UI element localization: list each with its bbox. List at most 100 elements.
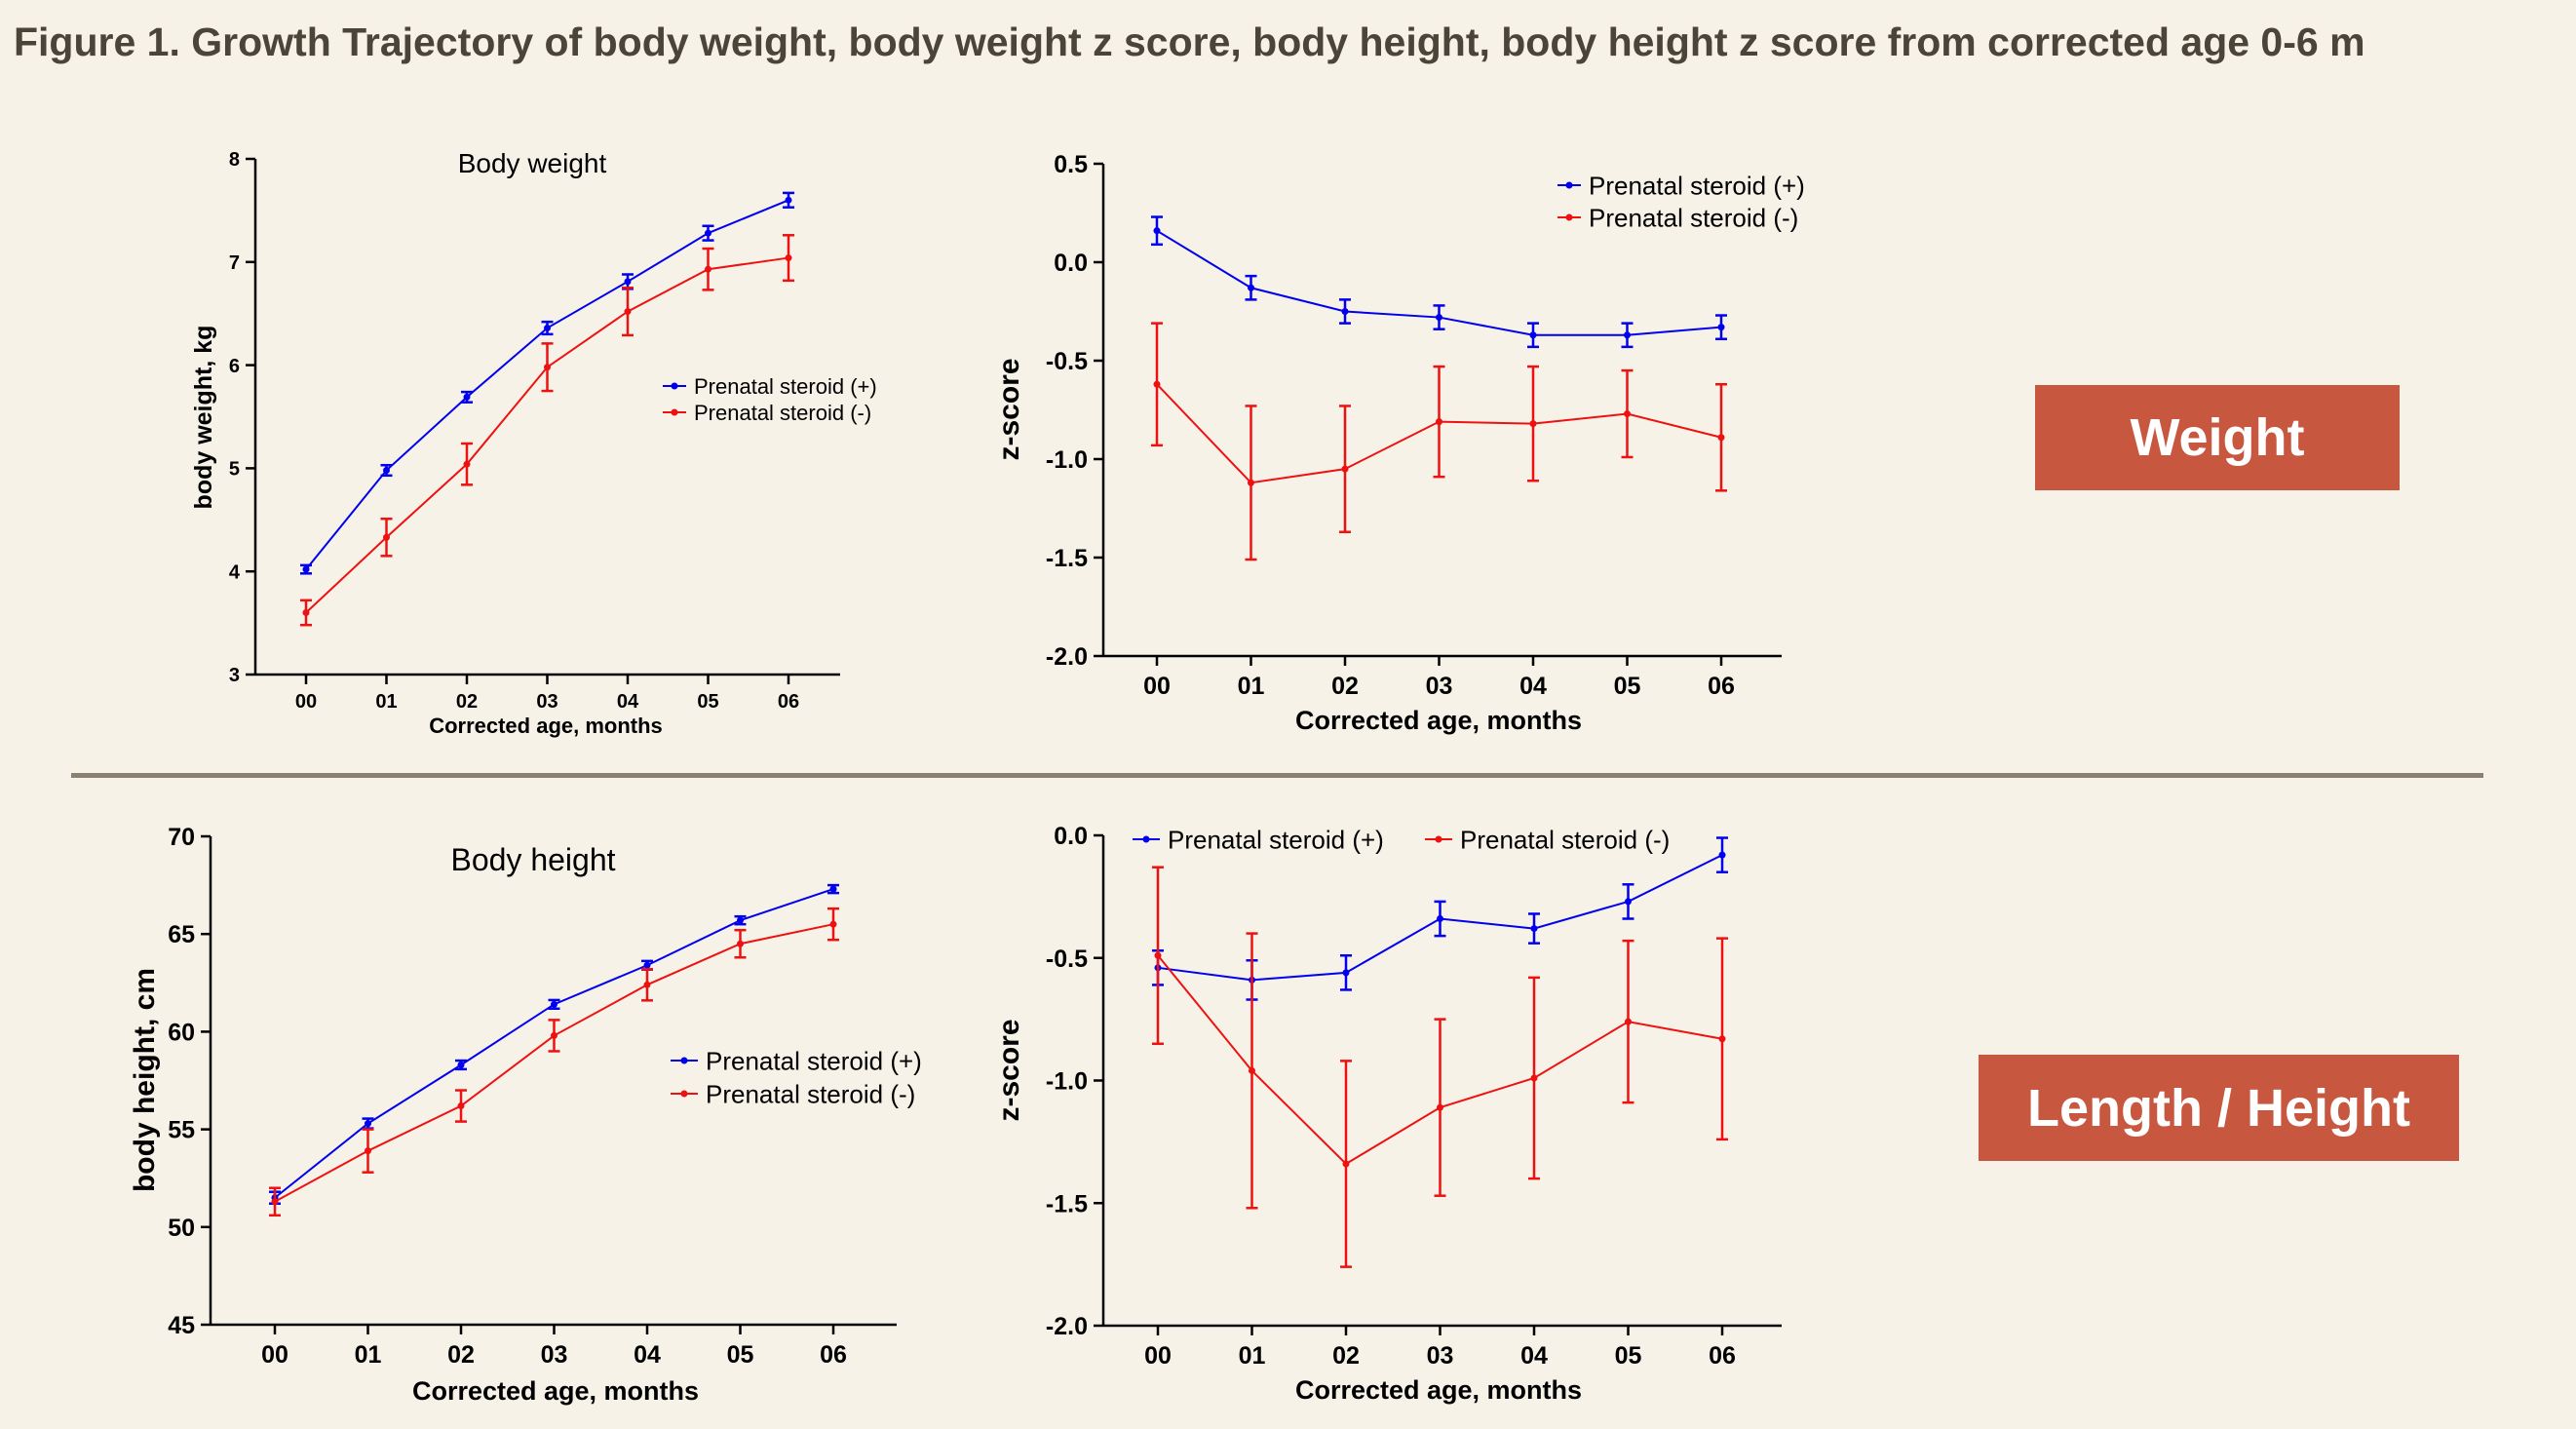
legend-label: Prenatal steroid (-)	[1589, 203, 1798, 232]
height-tag: Length / Height	[1979, 1055, 2459, 1161]
x-tick-label: 04	[1519, 673, 1547, 700]
x-axis-label: Corrected age, months	[412, 1376, 699, 1406]
data-point	[737, 940, 744, 947]
weight-zscore-chart: -2.0 -1.5 -1.0 -0.5 0.0 0.5 00 01 02 03 04 05 06 Corr…	[993, 151, 1805, 735]
x-tick-label: 06	[778, 691, 799, 713]
data-point	[1624, 410, 1631, 418]
legend-marker	[671, 382, 678, 390]
y-tick-label: 6	[229, 356, 240, 377]
y-tick-label: 50	[168, 1215, 195, 1242]
data-point	[383, 467, 390, 475]
x-tick-label: 02	[1331, 673, 1359, 700]
data-point	[1530, 925, 1538, 933]
x-tick-label: 03	[541, 1341, 568, 1369]
data-point	[643, 981, 651, 988]
legend-marker	[680, 1057, 688, 1064]
data-point	[544, 325, 551, 332]
data-point	[1625, 1018, 1632, 1025]
x-tick-label: 02	[456, 691, 478, 713]
data-point	[643, 961, 651, 969]
data-point	[785, 196, 792, 204]
x-tick-label: 02	[1332, 1342, 1360, 1370]
y-tick-label: -1.5	[1046, 545, 1088, 572]
data-point	[1341, 465, 1349, 473]
legend-label: Prenatal steroid (-)	[1460, 825, 1670, 854]
data-point	[365, 1120, 371, 1128]
height-zscore-chart: -2.0 -1.5 -1.0 -0.5 0.0 00 01 02 03 04 05 06 Correct…	[993, 823, 1782, 1405]
y-tick-label: 7	[229, 252, 240, 274]
x-tick-label: 06	[820, 1341, 847, 1369]
x-tick-label: 03	[536, 691, 557, 713]
data-point	[1530, 1074, 1538, 1082]
x-tick-label: 00	[1144, 1342, 1172, 1370]
data-point	[737, 916, 744, 924]
y-tick-label: -0.5	[1046, 348, 1088, 375]
y-axis-label: z-score	[993, 358, 1025, 460]
x-tick-label: 05	[697, 691, 718, 713]
legend-label: Prenatal steroid (+)	[1589, 171, 1805, 200]
x-tick-label: 04	[634, 1341, 661, 1369]
x-tick-label: 03	[1427, 1342, 1454, 1370]
data-point	[1718, 851, 1726, 859]
legend-marker	[1565, 213, 1573, 221]
x-tick-label: 04	[1520, 1342, 1548, 1370]
y-tick-label: 4	[229, 561, 241, 583]
data-point	[1436, 314, 1442, 322]
data-point	[1717, 324, 1725, 331]
y-tick-label: 70	[168, 824, 195, 851]
data-point	[1153, 227, 1161, 235]
legend-label: Prenatal steroid (+)	[1168, 825, 1384, 854]
legend-label: Prenatal steroid (+)	[706, 1046, 922, 1075]
data-point	[302, 609, 310, 617]
legend-label: Prenatal steroid (-)	[706, 1079, 915, 1108]
y-axis-label: z-score	[993, 1019, 1025, 1121]
x-tick-label: 01	[1238, 673, 1265, 700]
body-height-chart: 45 50 55 60 65 70 00 01 02 03 04 05 06 Corrected age,…	[129, 824, 922, 1406]
series-line-1	[305, 256, 789, 614]
x-tick-label: 01	[375, 691, 397, 713]
data-point	[1153, 380, 1161, 388]
data-point	[1625, 898, 1632, 906]
data-point	[1624, 331, 1631, 339]
y-tick-label: 0.0	[1054, 250, 1088, 277]
x-axis-label: Corrected age, months	[1295, 706, 1582, 735]
x-tick-label: 04	[617, 691, 639, 713]
x-tick-label: 00	[295, 691, 317, 713]
legend-marker	[1142, 835, 1150, 843]
chart-title: Body height	[450, 842, 615, 877]
data-point	[1248, 284, 1254, 291]
data-point	[551, 1031, 557, 1039]
legend-marker	[671, 408, 678, 416]
data-point	[1717, 434, 1725, 442]
data-point	[1248, 479, 1254, 486]
data-point	[624, 278, 632, 286]
legend-marker	[680, 1090, 688, 1098]
data-point	[624, 308, 632, 316]
x-tick-label: 03	[1426, 673, 1453, 700]
data-point	[1437, 1103, 1443, 1111]
x-tick-label: 02	[447, 1341, 475, 1369]
x-axis-label: Corrected age, months	[429, 714, 663, 738]
legend-marker	[1435, 835, 1442, 843]
data-point	[271, 1198, 279, 1206]
x-tick-label: 01	[355, 1341, 382, 1369]
legend-label: Prenatal steroid (+)	[694, 374, 877, 399]
y-tick-label: -1.0	[1046, 446, 1088, 474]
y-axis-label: body height, cm	[129, 968, 161, 1192]
data-point	[1436, 418, 1442, 426]
data-point	[1154, 951, 1162, 959]
data-point	[1529, 331, 1537, 339]
x-tick-label: 01	[1239, 1342, 1266, 1370]
data-point	[463, 393, 471, 401]
data-point	[551, 1000, 557, 1008]
y-tick-label: 65	[168, 921, 195, 948]
data-point	[705, 265, 711, 273]
y-tick-label: -1.5	[1046, 1190, 1088, 1217]
x-tick-label: 06	[1709, 1342, 1736, 1370]
data-point	[705, 229, 711, 237]
body-weight-chart: 3 4 5 6 7 8 00 01 02 03 04 05 06 Corrected age, month…	[190, 148, 877, 738]
x-tick-label: 05	[1615, 1342, 1642, 1370]
x-tick-label: 05	[1614, 673, 1641, 700]
y-tick-label: 3	[229, 665, 240, 686]
y-tick-label: -2.0	[1046, 1313, 1088, 1340]
